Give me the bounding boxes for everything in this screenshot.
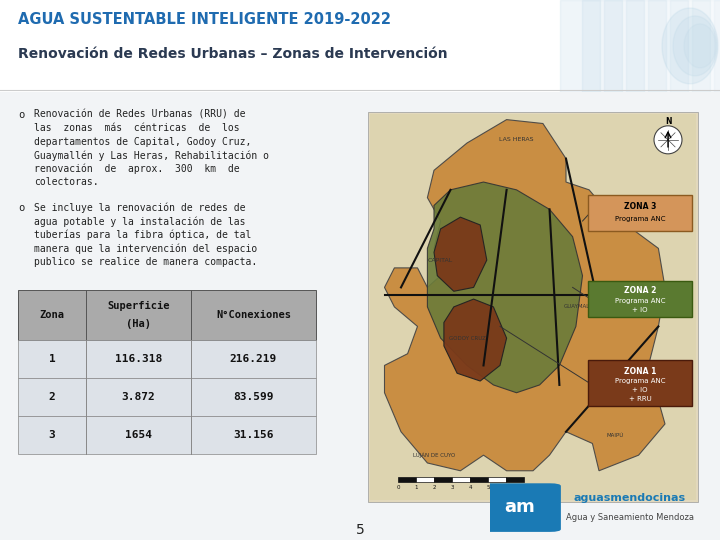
Text: publico se realice de manera compacta.: publico se realice de manera compacta. <box>34 257 257 267</box>
FancyBboxPatch shape <box>370 114 696 500</box>
Polygon shape <box>648 0 688 92</box>
Text: ZONA 2: ZONA 2 <box>624 286 656 295</box>
Text: CAPITAL: CAPITAL <box>428 258 453 262</box>
Text: renovación  de  aprox.  300  km  de: renovación de aprox. 300 km de <box>34 164 240 174</box>
Text: 7 km: 7 km <box>517 485 531 490</box>
Polygon shape <box>626 0 666 92</box>
FancyBboxPatch shape <box>470 477 488 482</box>
Text: Guaymallén y Las Heras, Rehabilitación o: Guaymallén y Las Heras, Rehabilitación o <box>34 150 269 161</box>
FancyBboxPatch shape <box>398 477 416 482</box>
Text: 5: 5 <box>356 523 364 537</box>
Text: Zona: Zona <box>40 310 65 320</box>
Text: 0: 0 <box>396 485 400 490</box>
FancyBboxPatch shape <box>434 477 452 482</box>
Polygon shape <box>662 8 718 84</box>
Text: N°Conexiones: N°Conexiones <box>216 310 291 320</box>
Polygon shape <box>670 0 710 92</box>
Polygon shape <box>604 0 644 92</box>
Text: 3.872: 3.872 <box>122 393 156 402</box>
Text: 2: 2 <box>432 485 436 490</box>
FancyBboxPatch shape <box>506 477 524 482</box>
Text: Superficie: Superficie <box>107 301 170 312</box>
FancyBboxPatch shape <box>18 416 316 455</box>
Text: 1654: 1654 <box>125 430 152 441</box>
Text: 6: 6 <box>504 485 508 490</box>
Polygon shape <box>560 0 600 92</box>
Text: N: N <box>665 117 671 126</box>
Text: AGUA SUSTENTABLE INTELIGENTE 2019-2022: AGUA SUSTENTABLE INTELIGENTE 2019-2022 <box>18 12 391 28</box>
Text: tuberías para la fibra óptica, de tal: tuberías para la fibra óptica, de tal <box>34 230 251 240</box>
FancyBboxPatch shape <box>18 379 316 416</box>
Polygon shape <box>692 0 720 92</box>
Circle shape <box>654 126 682 154</box>
Polygon shape <box>428 182 582 393</box>
Text: 3: 3 <box>450 485 454 490</box>
Polygon shape <box>582 0 622 92</box>
Text: + IO: + IO <box>632 387 648 394</box>
FancyBboxPatch shape <box>588 360 692 407</box>
Text: Renovación de Redes Urbanas – Zonas de Intervención: Renovación de Redes Urbanas – Zonas de I… <box>18 47 448 61</box>
Text: + RRU: + RRU <box>629 396 652 402</box>
FancyBboxPatch shape <box>452 477 470 482</box>
Polygon shape <box>684 24 716 68</box>
Text: 216.219: 216.219 <box>230 354 277 364</box>
Text: 4: 4 <box>468 485 472 490</box>
Polygon shape <box>434 217 487 291</box>
Text: colectoras.: colectoras. <box>34 177 99 187</box>
Text: o: o <box>18 203 24 213</box>
Text: las  zonas  más  céntricas  de  los: las zonas más céntricas de los <box>34 123 240 133</box>
Text: 83.599: 83.599 <box>233 393 274 402</box>
Polygon shape <box>673 16 717 76</box>
Text: + IO: + IO <box>632 307 648 313</box>
Text: 3: 3 <box>49 430 55 441</box>
Text: 2: 2 <box>49 393 55 402</box>
Text: MAIPÚ: MAIPÚ <box>607 433 624 438</box>
FancyBboxPatch shape <box>588 281 692 316</box>
Text: Programa ANC: Programa ANC <box>615 216 665 222</box>
Text: GODOY CRUZ: GODOY CRUZ <box>449 335 485 341</box>
Text: LAS HERAS: LAS HERAS <box>499 137 534 141</box>
Text: departamentos de Capital, Godoy Cruz,: departamentos de Capital, Godoy Cruz, <box>34 137 251 147</box>
Text: Se incluye la renovación de redes de: Se incluye la renovación de redes de <box>34 203 246 213</box>
Text: aguasmendocinas: aguasmendocinas <box>574 493 686 503</box>
Text: GUAYMALLÉN: GUAYMALLÉN <box>564 305 601 309</box>
Polygon shape <box>384 120 665 471</box>
Text: 1: 1 <box>49 354 55 364</box>
Text: 31.156: 31.156 <box>233 430 274 441</box>
FancyBboxPatch shape <box>368 112 698 502</box>
FancyBboxPatch shape <box>0 92 720 540</box>
FancyBboxPatch shape <box>588 195 692 231</box>
Text: 1: 1 <box>414 485 418 490</box>
Polygon shape <box>714 0 720 92</box>
Text: o: o <box>18 110 24 120</box>
Text: am: am <box>505 497 535 516</box>
Text: Programa ANC: Programa ANC <box>615 379 665 384</box>
FancyBboxPatch shape <box>416 477 434 482</box>
Text: (Ha): (Ha) <box>126 319 151 329</box>
FancyBboxPatch shape <box>479 483 561 532</box>
Text: agua potable y la instalación de las: agua potable y la instalación de las <box>34 217 246 227</box>
Text: ZONA 3: ZONA 3 <box>624 202 656 211</box>
Text: Renovación de Redes Urbanas (RRU) de: Renovación de Redes Urbanas (RRU) de <box>34 110 246 120</box>
FancyBboxPatch shape <box>488 477 506 482</box>
Polygon shape <box>444 299 507 381</box>
Text: LUJÁN DE CUYO: LUJÁN DE CUYO <box>413 452 455 458</box>
FancyBboxPatch shape <box>18 340 316 379</box>
Text: manera que la intervención del espacio: manera que la intervención del espacio <box>34 244 257 254</box>
Text: 5: 5 <box>486 485 490 490</box>
FancyBboxPatch shape <box>18 291 316 340</box>
Text: Programa ANC: Programa ANC <box>615 298 665 303</box>
Text: ZONA 1: ZONA 1 <box>624 367 656 376</box>
Text: Agua y Saneamiento Mendoza: Agua y Saneamiento Mendoza <box>566 513 694 522</box>
Text: 116.318: 116.318 <box>115 354 162 364</box>
